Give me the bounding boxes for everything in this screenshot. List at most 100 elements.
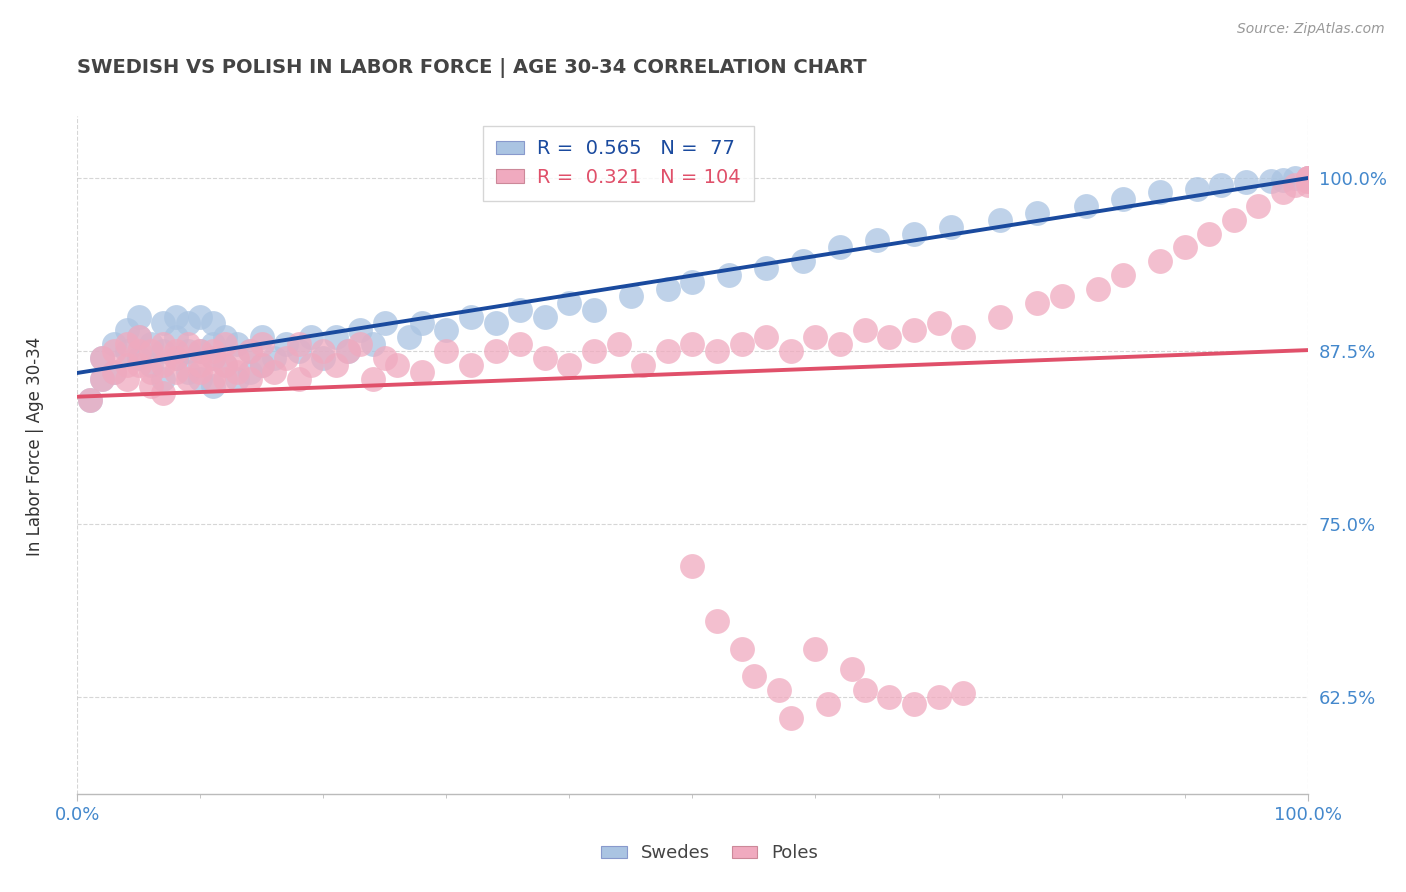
- Point: [128, 330, 150, 344]
- Point: [755, 330, 778, 344]
- Point: [558, 358, 581, 372]
- Point: [1112, 268, 1135, 282]
- Point: [128, 351, 150, 365]
- Point: [201, 351, 224, 365]
- Point: [115, 323, 138, 337]
- Point: [780, 344, 803, 359]
- Point: [804, 641, 827, 656]
- Point: [337, 344, 360, 359]
- Point: [165, 351, 187, 365]
- Legend: R =  0.565   N =  77, R =  0.321   N = 104: R = 0.565 N = 77, R = 0.321 N = 104: [482, 126, 755, 201]
- Point: [509, 337, 531, 351]
- Point: [115, 337, 138, 351]
- Point: [853, 323, 876, 337]
- Point: [214, 372, 236, 386]
- Point: [177, 372, 200, 386]
- Point: [325, 330, 347, 344]
- Point: [128, 310, 150, 324]
- Point: [239, 365, 262, 379]
- Point: [879, 330, 901, 344]
- Point: [214, 330, 236, 344]
- Point: [1112, 192, 1135, 206]
- Point: [768, 683, 790, 698]
- Point: [312, 344, 335, 359]
- Point: [201, 378, 224, 392]
- Point: [201, 372, 224, 386]
- Point: [780, 711, 803, 725]
- Point: [411, 365, 433, 379]
- Point: [214, 358, 236, 372]
- Legend: Swedes, Poles: Swedes, Poles: [595, 838, 825, 870]
- Point: [201, 351, 224, 365]
- Point: [1296, 174, 1319, 188]
- Point: [188, 310, 212, 324]
- Point: [853, 683, 876, 698]
- Point: [742, 669, 765, 683]
- Point: [128, 330, 150, 344]
- Point: [103, 365, 125, 379]
- Point: [188, 344, 212, 359]
- Point: [534, 351, 557, 365]
- Point: [411, 317, 433, 331]
- Point: [115, 358, 138, 372]
- Point: [1296, 171, 1319, 186]
- Point: [115, 344, 138, 359]
- Point: [152, 372, 174, 386]
- Point: [165, 330, 187, 344]
- Point: [152, 317, 174, 331]
- Text: In Labor Force | Age 30-34: In Labor Force | Age 30-34: [27, 336, 44, 556]
- Point: [141, 378, 163, 392]
- Point: [1185, 182, 1208, 196]
- Point: [141, 365, 163, 379]
- Point: [250, 358, 273, 372]
- Point: [201, 344, 224, 359]
- Point: [177, 337, 200, 351]
- Point: [90, 372, 114, 386]
- Point: [1296, 174, 1319, 188]
- Point: [385, 358, 409, 372]
- Point: [830, 337, 852, 351]
- Point: [90, 372, 114, 386]
- Point: [312, 351, 335, 365]
- Point: [165, 310, 187, 324]
- Point: [633, 358, 655, 372]
- Point: [583, 302, 606, 317]
- Point: [1247, 199, 1270, 213]
- Point: [152, 344, 174, 359]
- Point: [620, 289, 643, 303]
- Point: [177, 317, 200, 331]
- Point: [460, 358, 482, 372]
- Point: [79, 392, 101, 407]
- Point: [90, 351, 114, 365]
- Point: [250, 330, 273, 344]
- Point: [165, 344, 187, 359]
- Point: [558, 295, 581, 310]
- Point: [1149, 254, 1171, 268]
- Point: [152, 337, 174, 351]
- Point: [361, 337, 384, 351]
- Point: [792, 254, 814, 268]
- Point: [706, 614, 728, 628]
- Point: [952, 330, 974, 344]
- Point: [288, 337, 311, 351]
- Point: [349, 323, 371, 337]
- Point: [731, 337, 754, 351]
- Point: [928, 317, 950, 331]
- Point: [817, 697, 839, 711]
- Point: [201, 317, 224, 331]
- Point: [903, 227, 925, 241]
- Point: [374, 317, 396, 331]
- Point: [226, 337, 249, 351]
- Point: [103, 337, 125, 351]
- Point: [939, 219, 962, 234]
- Point: [1296, 171, 1319, 186]
- Point: [141, 337, 163, 351]
- Point: [436, 323, 458, 337]
- Point: [988, 310, 1011, 324]
- Point: [214, 358, 236, 372]
- Point: [1284, 178, 1306, 193]
- Point: [1296, 178, 1319, 193]
- Point: [1026, 206, 1049, 220]
- Point: [141, 344, 163, 359]
- Point: [288, 344, 311, 359]
